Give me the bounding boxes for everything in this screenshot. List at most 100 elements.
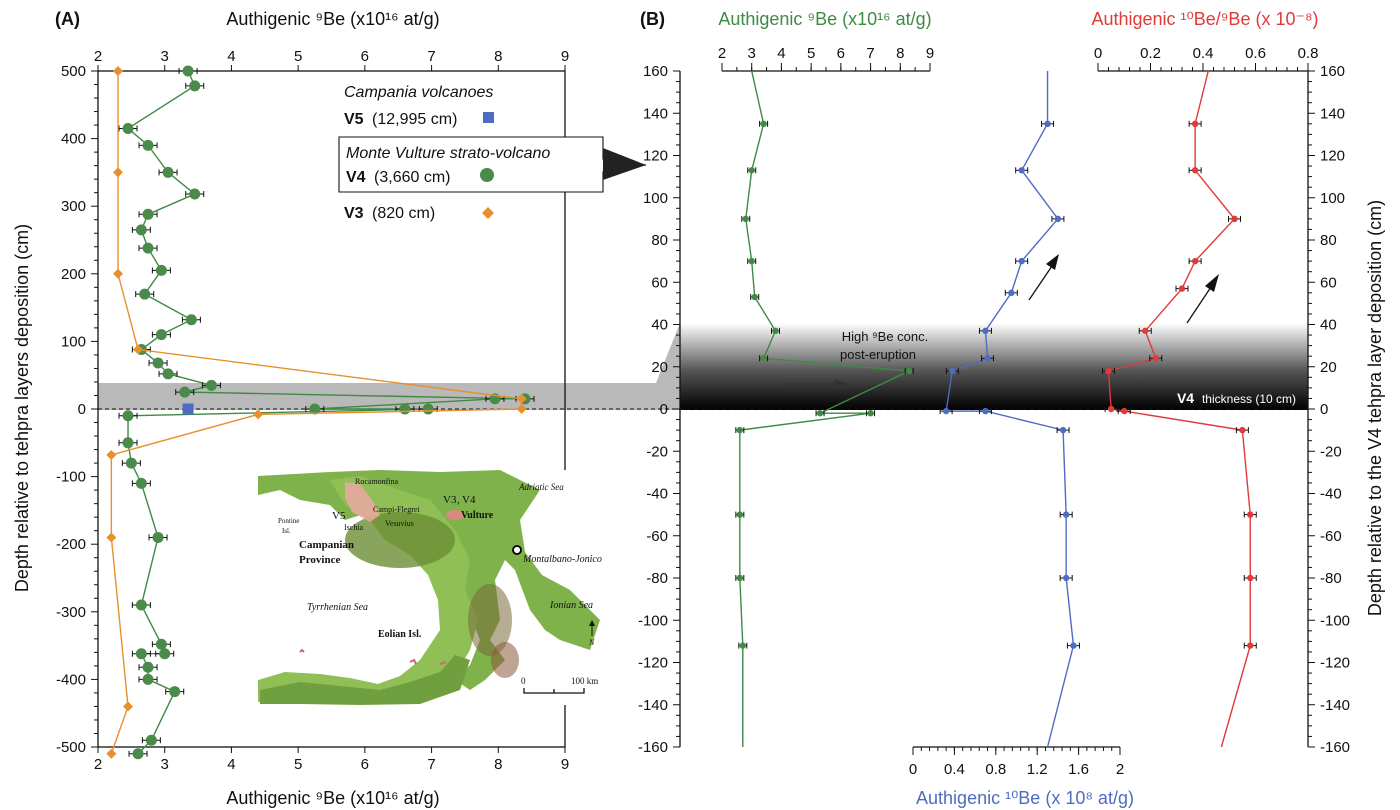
- point-v4: [399, 403, 411, 415]
- point-ratio: [1107, 405, 1115, 413]
- be9-x-axis-tick-label: 7: [866, 45, 874, 62]
- legend-v4-label: V4: [346, 169, 366, 186]
- point-v3: [106, 748, 117, 759]
- legend-v3-entry: V3 (820 cm): [344, 205, 435, 222]
- point-ratio: [1142, 327, 1149, 335]
- tephra-band: [98, 323, 680, 410]
- right-y-tick-label: 40: [1320, 317, 1337, 334]
- left-y-tick-label: 20: [651, 359, 668, 376]
- left-y-tick-label: 100: [643, 190, 668, 207]
- legend-v3-label: V3: [344, 205, 364, 222]
- right-y-tick-label: 80: [1320, 232, 1337, 249]
- point-v3: [516, 393, 527, 404]
- right-y-tick-label: 0: [1320, 401, 1328, 418]
- point-v4: [142, 139, 154, 151]
- point-v4: [309, 403, 321, 415]
- point-v4: [189, 188, 201, 200]
- left-y-tick-label: -120: [638, 655, 668, 672]
- panel-b-series: [735, 70, 1257, 748]
- point-ratio: [1121, 407, 1128, 415]
- x-tick-label-bottom: 2: [94, 756, 102, 773]
- point-v3: [106, 449, 117, 460]
- left-y-tick-label: 160: [643, 63, 668, 80]
- map-label-vulture: Vulture: [461, 510, 494, 521]
- point-be10: [1044, 120, 1051, 128]
- point-v3: [123, 701, 134, 712]
- be10-x-axis-tick-label: 0: [909, 761, 917, 778]
- map-label-adriatic: Adriatic Sea: [518, 482, 564, 492]
- left-y-tick-label: -20: [646, 443, 668, 460]
- map-label-v3: V3: [443, 494, 457, 506]
- point-ratio: [1105, 367, 1112, 375]
- point-v4: [142, 208, 154, 220]
- panel-b-bottom-axis-title: Authigenic ¹⁰Be (x 10⁸ at/g): [916, 788, 1134, 808]
- y-tick-label: -400: [56, 671, 86, 688]
- legend-v5-square-icon: [483, 112, 494, 123]
- point-be10: [949, 367, 956, 375]
- point-v4: [152, 357, 164, 369]
- point-v4: [142, 242, 154, 254]
- point-v4: [185, 314, 197, 326]
- be9-x-axis-tick-label: 3: [748, 45, 756, 62]
- point-v3: [106, 532, 117, 543]
- panel-b-y-axis-title: Depth relative to the V4 tehpra layer de…: [1365, 200, 1385, 616]
- north-arrow-icon: [589, 620, 595, 636]
- left-y-tick-label: 40: [651, 317, 668, 334]
- legend-group-campania-title: Campania volcanoes: [344, 84, 493, 101]
- point-v4: [169, 686, 181, 698]
- point-v4: [205, 379, 217, 391]
- point-ratio: [1191, 120, 1199, 128]
- legend-v3-detail: (820 cm): [372, 205, 435, 222]
- x-tick-label-bottom: 6: [361, 756, 369, 773]
- be10-x-axis-tick-label: 2: [1116, 761, 1124, 778]
- y-tick-label: -100: [56, 469, 86, 486]
- point-be9: [748, 167, 755, 174]
- be9-x-axis-tick-label: 9: [926, 45, 934, 62]
- ratio-x-axis-tick-label: 0: [1094, 45, 1102, 62]
- point-be10: [1054, 215, 1062, 223]
- point-ratio: [1231, 215, 1238, 223]
- x-tick-label-top: 4: [227, 48, 235, 65]
- north-label: N: [588, 638, 595, 647]
- point-v4: [155, 638, 167, 650]
- point-ratio: [1152, 355, 1159, 362]
- left-y-tick-label: -80: [646, 570, 668, 587]
- point-v4: [162, 368, 174, 380]
- map-label-pontine-isl: Isl.: [282, 527, 291, 535]
- point-v4: [135, 477, 147, 489]
- y-tick-label: -300: [56, 604, 86, 621]
- be9-x-axis-tick-label: 5: [807, 45, 815, 62]
- right-y-tick-label: -120: [1320, 655, 1350, 672]
- left-y-tick-label: -60: [646, 528, 668, 545]
- point-be9: [748, 257, 755, 265]
- point-v4: [142, 661, 154, 673]
- site-marker-icon: [512, 545, 522, 555]
- legend-v4-circle-icon: [480, 168, 494, 182]
- x-tick-label-bottom: 8: [494, 756, 502, 773]
- legend-v4-entry: V4 (3,660 cm): [346, 169, 451, 186]
- point-ratio: [1239, 426, 1246, 434]
- point-v3: [133, 344, 144, 355]
- point-v3: [113, 268, 124, 279]
- scale-label-100km: 100 km: [571, 676, 598, 686]
- right-y-tick-label: 20: [1320, 359, 1337, 376]
- point-be9: [742, 215, 749, 223]
- x-tick-label-bottom: 4: [227, 756, 235, 773]
- scale-bar: [523, 688, 585, 694]
- point-be10: [1062, 574, 1070, 582]
- legend-group-vulture-title: Monte Vulture strato-volcano: [346, 145, 550, 162]
- map-label-rocamonfina: Rocamonfina: [355, 477, 399, 486]
- y-tick-label: 0: [78, 401, 86, 418]
- point-ratio: [1247, 511, 1254, 518]
- point-v3: [113, 167, 124, 178]
- y-tick-label: 400: [61, 131, 86, 148]
- x-tick-label-top: 9: [561, 48, 569, 65]
- right-y-tick-label: -160: [1320, 739, 1350, 756]
- annotation-high-be-line2: post-eruption: [840, 347, 916, 362]
- x-tick-label-top: 6: [361, 48, 369, 65]
- point-be9: [816, 410, 824, 417]
- v4-thickness-label: V4 thickness (10 cm): [1177, 390, 1296, 406]
- be10-x-axis-tick-label: 1.6: [1068, 761, 1089, 778]
- map-label-ionian: Ionian Sea: [549, 600, 593, 611]
